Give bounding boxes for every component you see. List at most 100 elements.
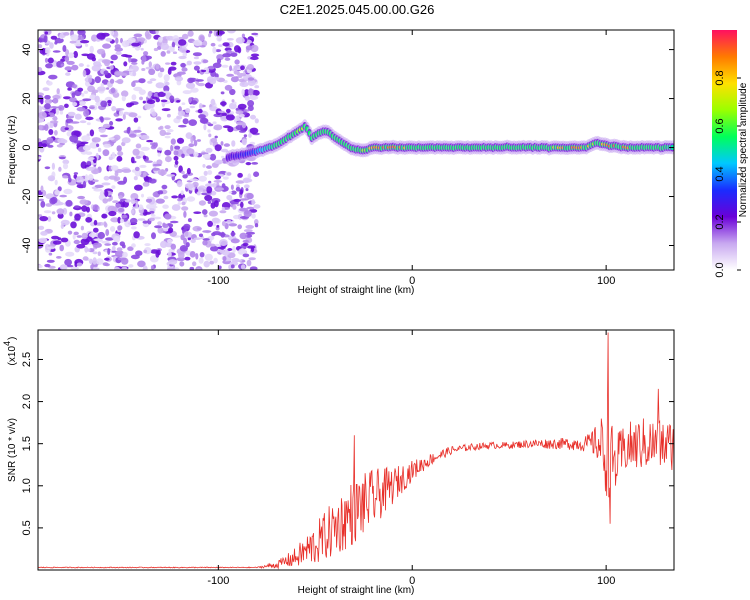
noise-speckle: [134, 166, 140, 172]
noise-speckle: [198, 103, 203, 110]
noise-speckle: [38, 156, 42, 160]
noise-speckle: [230, 52, 238, 57]
noise-speckle: [42, 87, 50, 91]
noise-speckle: [144, 243, 151, 247]
noise-speckle: [150, 145, 157, 150]
noise-speckle: [184, 231, 189, 237]
noise-speckle: [157, 152, 161, 157]
noise-speckle: [137, 260, 146, 268]
noise-speckle: [134, 169, 142, 177]
noise-speckle: [115, 51, 122, 55]
noise-speckle: [249, 127, 259, 134]
noise-speckle: [114, 266, 120, 270]
noise-speckle: [92, 251, 98, 255]
noise-speckle: [111, 106, 117, 112]
noise-speckle: [247, 79, 256, 87]
noise-speckle: [133, 86, 143, 92]
noise-speckle: [214, 175, 222, 180]
noise-speckle: [45, 47, 50, 50]
noise-speckle: [58, 166, 62, 172]
noise-speckle: [186, 60, 192, 66]
noise-speckle: [106, 198, 112, 202]
noise-speckle: [114, 44, 121, 49]
noise-speckle: [73, 239, 81, 245]
noise-speckle: [160, 42, 169, 51]
noise-speckle: [146, 139, 154, 143]
noise-speckle: [230, 76, 239, 83]
noise-speckle: [178, 124, 187, 128]
noise-speckle: [102, 262, 109, 266]
noise-speckle: [147, 80, 153, 84]
noise-speckle: [107, 248, 111, 255]
noise-speckle: [109, 121, 114, 126]
noise-speckle: [174, 76, 184, 82]
noise-speckle: [242, 242, 249, 247]
noise-speckle: [186, 167, 191, 175]
noise-speckle: [164, 149, 172, 156]
noise-speckle: [150, 265, 155, 270]
noise-speckle: [246, 192, 254, 200]
noise-speckle: [38, 105, 43, 113]
noise-speckle: [80, 238, 90, 246]
noise-speckle: [103, 175, 110, 181]
noise-speckle: [208, 210, 218, 217]
noise-speckle: [183, 114, 190, 118]
noise-speckle: [130, 197, 136, 205]
noise-speckle: [51, 211, 56, 215]
noise-speckle: [76, 262, 83, 267]
noise-speckle: [241, 33, 245, 38]
noise-speckle: [38, 264, 43, 269]
noise-speckle: [190, 136, 194, 144]
noise-speckle: [118, 110, 124, 116]
noise-speckle: [171, 195, 179, 199]
noise-speckle: [108, 137, 115, 141]
snr-x-label: Height of straight line (km): [298, 585, 415, 596]
noise-speckle: [233, 65, 241, 69]
noise-speckle: [173, 155, 179, 161]
noise-speckle: [243, 184, 250, 189]
noise-speckle: [202, 153, 211, 159]
noise-speckle: [207, 65, 215, 70]
noise-speckle: [44, 103, 51, 110]
noise-speckle: [89, 142, 99, 149]
noise-speckle: [236, 184, 240, 188]
noise-speckle: [218, 265, 222, 270]
noise-speckle: [52, 94, 61, 100]
noise-speckle: [166, 267, 176, 270]
noise-speckle: [212, 121, 217, 125]
noise-speckle: [192, 225, 202, 232]
noise-speckle: [67, 230, 73, 235]
noise-speckle: [142, 265, 148, 270]
noise-speckle: [44, 124, 49, 131]
spectrogram-x-tick-label: -100: [207, 275, 229, 287]
noise-speckle: [226, 172, 232, 176]
noise-speckle: [239, 113, 245, 118]
noise-speckle: [44, 98, 53, 105]
noise-speckle: [193, 56, 199, 60]
noise-speckle: [64, 103, 69, 109]
noise-speckle: [177, 110, 186, 117]
noise-speckle: [159, 67, 165, 73]
noise-speckle: [63, 96, 71, 100]
noise-speckle: [60, 237, 69, 243]
noise-speckle: [237, 172, 243, 178]
noise-speckle: [222, 256, 227, 262]
noise-speckle: [44, 263, 51, 268]
noise-speckle: [168, 66, 177, 71]
noise-speckle: [212, 222, 216, 227]
noise-speckle: [237, 73, 247, 77]
noise-speckle: [147, 90, 153, 97]
noise-speckle: [91, 137, 101, 143]
noise-speckle: [115, 250, 125, 258]
noise-speckle: [235, 186, 241, 192]
noise-speckle: [163, 74, 170, 82]
noise-speckle: [197, 82, 206, 87]
noise-speckle: [140, 134, 150, 140]
noise-speckle: [96, 143, 100, 148]
noise-speckle: [209, 106, 218, 112]
noise-speckle: [242, 253, 250, 258]
noise-speckle: [69, 97, 77, 103]
noise-speckle: [240, 65, 245, 71]
noise-speckle: [226, 194, 233, 201]
